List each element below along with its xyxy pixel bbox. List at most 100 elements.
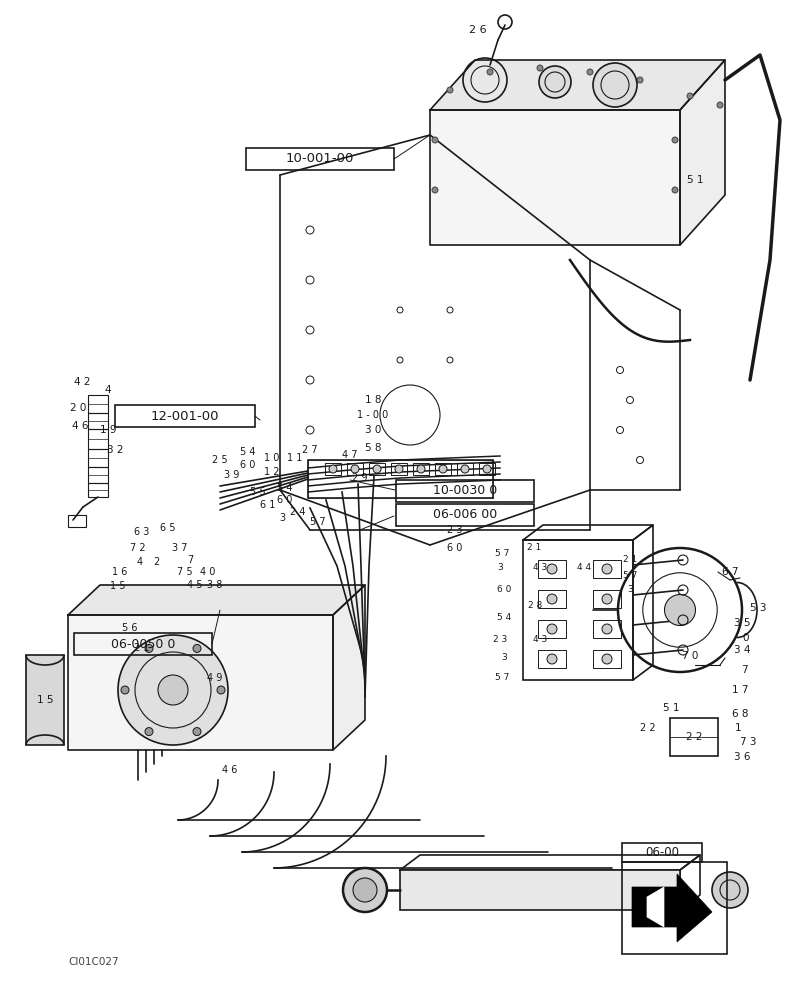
Text: 6 7: 6 7 — [722, 567, 738, 577]
Text: 7: 7 — [187, 555, 193, 565]
Bar — [88, 467, 108, 483]
Text: 5 7: 5 7 — [495, 674, 509, 682]
Text: 3: 3 — [501, 654, 507, 662]
Circle shape — [537, 65, 543, 71]
Circle shape — [593, 63, 637, 107]
Circle shape — [351, 465, 359, 473]
Text: 1 5: 1 5 — [110, 581, 126, 591]
Bar — [88, 449, 108, 467]
Text: 5 5: 5 5 — [250, 487, 266, 497]
Bar — [538, 650, 566, 668]
Bar — [74, 633, 212, 655]
Bar — [593, 560, 621, 578]
Text: 1 7: 1 7 — [732, 685, 749, 695]
Text: 12-001-00: 12-001-00 — [151, 410, 219, 422]
Circle shape — [343, 868, 387, 912]
Text: 2 6: 2 6 — [469, 25, 487, 35]
Bar — [622, 843, 702, 862]
Text: 4: 4 — [105, 385, 111, 395]
Polygon shape — [680, 60, 725, 245]
Circle shape — [602, 624, 612, 634]
Text: 5 6: 5 6 — [122, 623, 138, 633]
Polygon shape — [430, 60, 725, 110]
Text: 1 2: 1 2 — [264, 467, 280, 477]
Bar — [479, 463, 495, 475]
Text: 1 5: 1 5 — [37, 695, 54, 705]
Text: 2 1: 2 1 — [623, 556, 637, 564]
Circle shape — [121, 686, 129, 694]
Circle shape — [672, 187, 678, 193]
Text: 2 9: 2 9 — [352, 473, 368, 483]
Circle shape — [539, 66, 571, 98]
Bar — [325, 463, 341, 475]
Polygon shape — [647, 887, 664, 927]
Text: 1 0: 1 0 — [264, 453, 280, 463]
Text: 6 0: 6 0 — [240, 460, 255, 470]
Bar — [538, 560, 566, 578]
Circle shape — [193, 728, 201, 736]
Circle shape — [587, 69, 593, 75]
Bar — [115, 405, 255, 427]
Text: 5 4: 5 4 — [277, 483, 293, 493]
Circle shape — [353, 878, 377, 902]
Circle shape — [602, 594, 612, 604]
Text: 6 8: 6 8 — [732, 709, 749, 719]
Text: 2 5: 2 5 — [212, 455, 228, 465]
Text: 4 2: 4 2 — [74, 377, 91, 387]
Circle shape — [547, 654, 557, 664]
Bar — [622, 862, 727, 954]
Circle shape — [193, 644, 201, 652]
Text: 3 8: 3 8 — [207, 580, 223, 590]
Bar — [88, 429, 108, 449]
Polygon shape — [68, 615, 333, 750]
Circle shape — [687, 93, 693, 99]
Circle shape — [158, 675, 188, 705]
Text: 2 8: 2 8 — [528, 600, 542, 609]
Text: 4 0: 4 0 — [200, 567, 216, 577]
Text: 2 1: 2 1 — [134, 643, 150, 653]
Bar — [593, 590, 621, 608]
Text: 7: 7 — [741, 665, 747, 675]
Text: 6 0: 6 0 — [496, 585, 511, 594]
Circle shape — [432, 137, 438, 143]
Text: 1 8: 1 8 — [365, 395, 381, 405]
Circle shape — [672, 137, 678, 143]
Bar — [26, 655, 64, 745]
Text: 2 0: 2 0 — [70, 403, 86, 413]
Text: 1 1: 1 1 — [288, 453, 303, 463]
Text: 7 0: 7 0 — [682, 651, 698, 661]
Polygon shape — [430, 110, 680, 245]
Text: 6 0: 6 0 — [277, 495, 292, 505]
Text: 4 3: 4 3 — [533, 636, 547, 645]
Text: 2 4: 2 4 — [290, 507, 306, 517]
Polygon shape — [68, 585, 365, 615]
Text: 06-0050 0: 06-0050 0 — [111, 638, 175, 650]
Text: 1 6: 1 6 — [113, 567, 128, 577]
Circle shape — [432, 187, 438, 193]
Text: 6 3: 6 3 — [134, 527, 150, 537]
Circle shape — [487, 69, 493, 75]
Text: 5 7: 5 7 — [495, 550, 509, 558]
Bar — [391, 463, 407, 475]
Circle shape — [461, 465, 469, 473]
Bar — [538, 590, 566, 608]
Bar — [593, 650, 621, 668]
Text: 2 2: 2 2 — [686, 732, 702, 742]
Bar — [88, 413, 108, 429]
Text: 3 5: 3 5 — [734, 618, 750, 628]
Text: 5 3: 5 3 — [749, 603, 766, 613]
Text: 6 5: 6 5 — [160, 523, 176, 533]
Bar — [396, 480, 534, 502]
Circle shape — [395, 465, 403, 473]
Bar — [457, 463, 473, 475]
Bar — [88, 483, 108, 497]
Text: 2 3: 2 3 — [492, 636, 507, 645]
Text: 5 7: 5 7 — [623, 570, 637, 580]
Text: 5 8: 5 8 — [365, 443, 381, 453]
Text: 4 6: 4 6 — [222, 765, 238, 775]
Circle shape — [145, 644, 153, 652]
Circle shape — [602, 564, 612, 574]
Bar — [396, 504, 534, 526]
Text: 6 0: 6 0 — [448, 543, 463, 553]
Circle shape — [217, 686, 225, 694]
